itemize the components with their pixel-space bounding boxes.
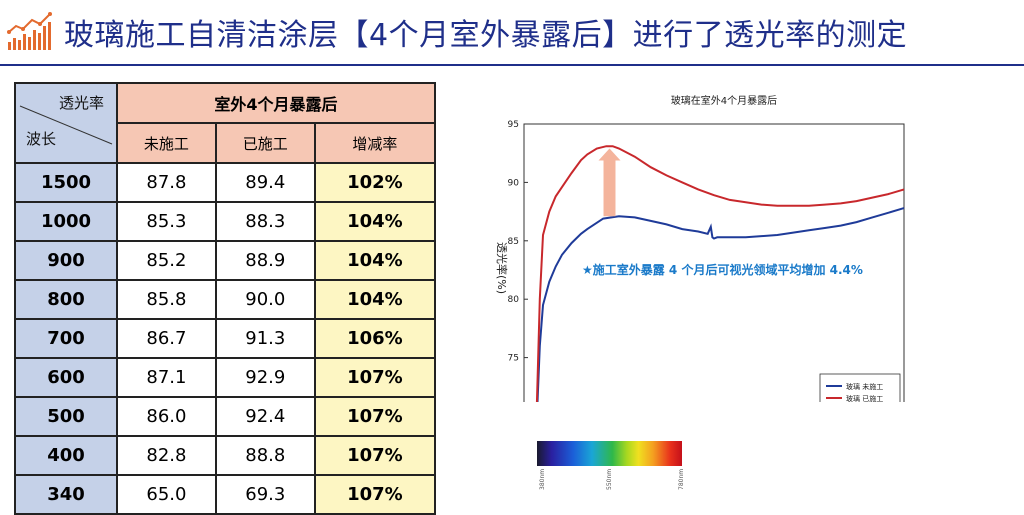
y-tick-label: 80	[508, 295, 520, 305]
spectrum-label-380: 380nm	[539, 468, 546, 490]
page-title: 玻璃施工自清洁涂层【4个月室外暴露后】进行了透光率的测定	[64, 18, 908, 53]
untreated-cell: 82.8	[116, 435, 217, 476]
wavelength-cell: 600	[14, 357, 118, 398]
col-header-rate: 增减率	[313, 122, 437, 164]
chart-title: 玻璃在室外4个月暴露后	[671, 94, 777, 107]
rate-cell: 102%	[313, 162, 437, 203]
untreated-cell: 86.0	[116, 396, 217, 437]
table-row: 400 82.8 88.8 107%	[14, 435, 437, 476]
wavelength-cell: 700	[14, 318, 118, 359]
series-line-treated	[535, 145, 905, 402]
table-row: 1500 87.8 89.4 102%	[14, 162, 437, 203]
table-corner-cell: 透光率 波长	[14, 82, 118, 164]
untreated-cell: 85.8	[116, 279, 217, 320]
spectrum-label-550: 550nm	[606, 468, 613, 490]
untreated-cell: 87.1	[116, 357, 217, 398]
rate-cell: 107%	[313, 396, 437, 437]
rate-cell: 104%	[313, 240, 437, 281]
treated-cell: 92.9	[214, 357, 316, 398]
treated-cell: 91.3	[214, 318, 316, 359]
y-tick-label: 75	[508, 354, 519, 364]
rate-cell: 107%	[313, 357, 437, 398]
title-underline	[0, 64, 1024, 66]
table-row: 800 85.8 90.0 104%	[14, 279, 437, 320]
spectrum-label-780: 780nm	[678, 468, 685, 490]
untreated-cell: 86.7	[116, 318, 217, 359]
treated-cell: 92.4	[214, 396, 316, 437]
wavelength-cell: 340	[14, 474, 118, 515]
table-row: 900 85.2 88.9 104%	[14, 240, 437, 281]
rate-cell: 104%	[313, 279, 437, 320]
y-axis-label: 透光率(%)	[495, 242, 509, 294]
y-tick-label: 85	[508, 237, 519, 247]
plot-frame	[523, 123, 905, 402]
treated-cell: 88.3	[214, 201, 316, 242]
untreated-cell: 87.8	[116, 162, 217, 203]
table-row: 1000 85.3 88.3 104%	[14, 201, 437, 242]
corner-diagonal	[19, 105, 113, 145]
rate-cell: 107%	[313, 435, 437, 476]
legend-label: 玻璃 已施工	[846, 394, 883, 402]
wavelength-cell: 400	[14, 435, 118, 476]
col-header-treated: 已施工	[214, 122, 316, 164]
wavelength-cell: 800	[14, 279, 118, 320]
table-row: 700 86.7 91.3 106%	[14, 318, 437, 359]
untreated-cell: 85.3	[116, 201, 217, 242]
table-row: 500 86.0 92.4 107%	[14, 396, 437, 437]
group-header: 室外4个月暴露后	[116, 82, 436, 124]
rate-cell: 104%	[313, 201, 437, 242]
untreated-cell: 65.0	[116, 474, 217, 515]
series-line-untreated	[536, 207, 905, 402]
increase-arrow	[598, 148, 621, 217]
wavelength-cell: 500	[14, 396, 118, 437]
rate-cell: 107%	[313, 474, 437, 515]
visible-spectrum-bar	[537, 441, 682, 466]
rate-cell: 106%	[313, 318, 437, 359]
treated-cell: 88.8	[214, 435, 316, 476]
untreated-cell: 85.2	[116, 240, 217, 281]
transmittance-table: 透光率 波长 室外4个月暴露后 未施工 已施工 增减率 1500 87.8 89.4…	[14, 82, 437, 515]
wavelength-cell: 900	[14, 240, 118, 281]
treated-cell: 90.0	[214, 279, 316, 320]
corner-label-transmittance: 透光率	[58, 94, 104, 112]
treated-cell: 88.9	[214, 240, 316, 281]
col-header-untreated: 未施工	[116, 122, 217, 164]
wavelength-cell: 1500	[14, 162, 118, 203]
wavelength-cell: 1000	[14, 201, 118, 242]
header: 玻璃施工自清洁涂层【4个月室外暴露后】进行了透光率的测定	[0, 0, 1024, 62]
y-tick-label: 90	[508, 178, 520, 188]
table-row: 340 65.0 69.3 107%	[14, 474, 437, 515]
legend-label: 玻璃 未施工	[846, 382, 883, 391]
transmittance-chart: 玻璃在室外4个月暴露后 707580859095 300500700900110…	[495, 94, 905, 402]
corner-label-wavelength: 波长	[26, 130, 57, 148]
chart-annotation: ★施工室外暴露 4 个月后可视光领域平均增加 4.4%	[582, 262, 863, 277]
treated-cell: 89.4	[214, 162, 316, 203]
treated-cell: 69.3	[214, 474, 316, 515]
table-row: 600 87.1 92.9 107%	[14, 357, 437, 398]
bar-line-chart-icon	[7, 12, 52, 50]
y-tick-label: 95	[508, 120, 519, 130]
